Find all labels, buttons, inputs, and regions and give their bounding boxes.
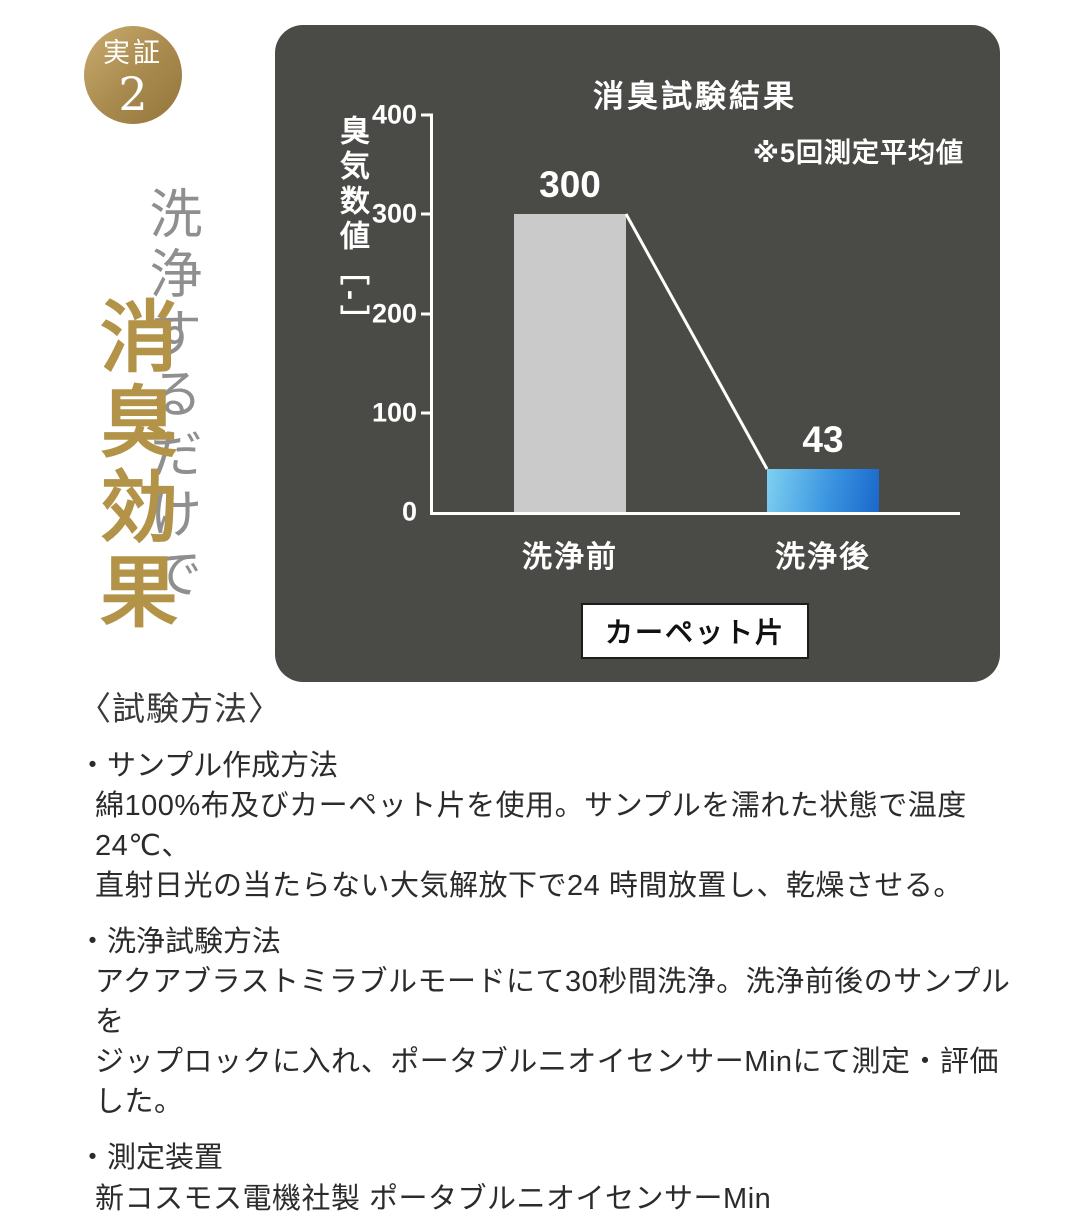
bar-group: 300 [514, 166, 627, 512]
method-title-sample: ・サンプル作成方法 [78, 750, 339, 782]
method-line: 新コスモス電機社製 ポータブルニオイセンサーMin [95, 1182, 772, 1215]
headline-gold-text: 消臭効果 [87, 296, 178, 636]
headline-gray-text: 洗浄するだけで [141, 186, 202, 606]
chart-title: 消臭試験結果 [593, 79, 797, 114]
y-axis-label: 臭気数値［-］ [335, 115, 368, 340]
chart-panel: 消臭試験結果 ※5回測定平均値 臭気数値［-］ 400 300 200 100 … [275, 25, 1000, 682]
bar-group: 43 [766, 421, 879, 512]
connector-line-svg [624, 213, 769, 470]
y-tick-mark [421, 212, 433, 216]
method-line: アクアブラストミラブルモードにて30秒間洗浄。洗浄前後のサンプルを [95, 966, 1011, 1039]
y-tick-mark [421, 113, 433, 117]
proof-badge-label: 実証 [103, 38, 163, 70]
y-tick-label: 200 [371, 298, 417, 328]
infographic-page: 実証 2 洗浄するだけで 消臭効果 消臭試験結果 ※5回測定平均値 臭気数値［-… [78, 25, 1010, 1215]
method-line: 直射日光の当たらない大気解放下で24 時間放置し、乾燥させる。 [95, 870, 963, 903]
method-line: ジップロックに入れ、ポータブルニオイセンサーMinにて測定・評価した。 [95, 1046, 1000, 1119]
method-title-device: ・測定装置 [78, 1142, 224, 1175]
method-line: 綿100%布及びカーペット片を使用。サンプルを濡れた状態で温度24℃、 [95, 790, 967, 863]
x-label-before: 洗浄前 [522, 541, 619, 574]
y-tick-label: 300 [371, 198, 417, 229]
x-label-after: 洗浄後 [774, 541, 871, 574]
bar-value-before: 300 [539, 164, 601, 206]
connector-line [624, 213, 769, 470]
y-tick-mark [421, 411, 433, 415]
y-tick-label: 100 [371, 397, 417, 428]
chart-note: ※5回測定平均値 [752, 138, 964, 168]
y-tick-label: 400 [371, 99, 417, 130]
proof-badge: 実証 2 [84, 26, 182, 124]
sample-label-box: カーペット片 [580, 603, 810, 659]
bar-value-after: 43 [802, 419, 844, 461]
test-method-section: 〈試験方法〉 ・サンプル作成方法 綿100%布及びカーペット片を使用。サンプルを… [78, 682, 1028, 1219]
y-tick-label: 0 [401, 496, 417, 527]
plot-area: 400 300 200 100 0 300 43 洗浄前 洗浄後 [372, 101, 960, 574]
test-method-heading: 〈試験方法〉 [78, 690, 282, 727]
method-title-wash: ・洗浄試験方法 [78, 926, 282, 959]
proof-badge-number: 2 [118, 67, 148, 122]
y-tick-mark [421, 312, 433, 315]
